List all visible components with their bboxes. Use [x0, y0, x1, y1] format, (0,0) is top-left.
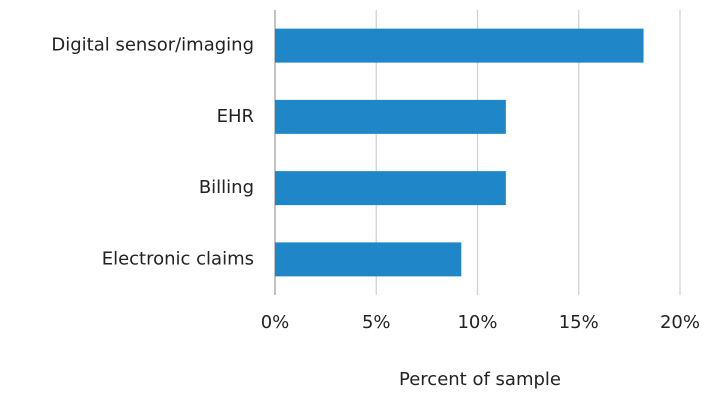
x-tick-label: 5% [362, 312, 391, 333]
y-tick-label: Digital sensor/imaging [51, 35, 254, 56]
x-tick-label: 20% [660, 312, 700, 333]
y-tick-label: Electronic claims [102, 248, 254, 269]
x-tick-label: 10% [457, 312, 497, 333]
x-tick-label: 15% [559, 312, 599, 333]
bar [275, 242, 462, 277]
x-tick-label: 0% [261, 312, 290, 333]
bar [275, 171, 506, 206]
bar [275, 99, 506, 134]
y-tick-label: EHR [217, 106, 254, 127]
bar [275, 28, 644, 63]
y-tick-label: Billing [199, 177, 254, 198]
x-axis-label: Percent of sample [399, 369, 561, 390]
